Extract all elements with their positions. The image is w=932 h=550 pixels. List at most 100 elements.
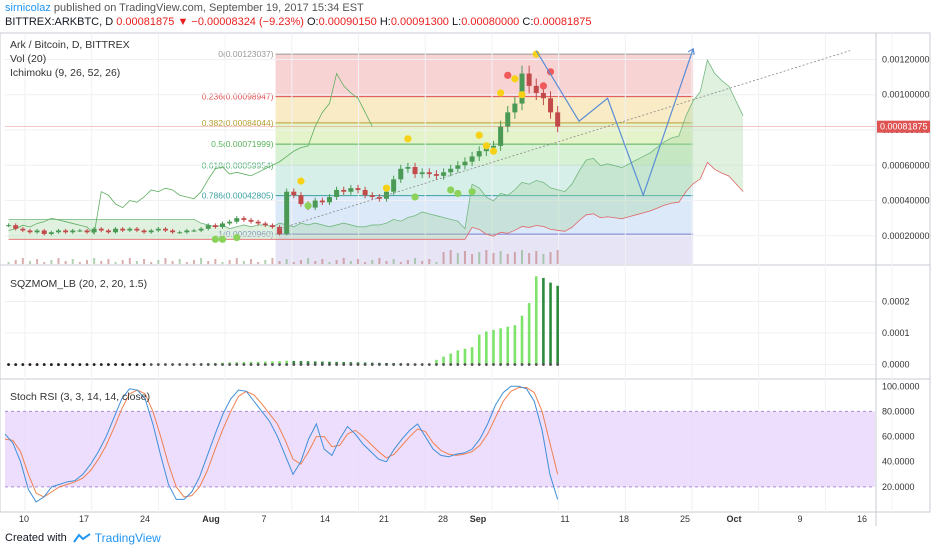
fib-level-label: 0.5(0.00071999) bbox=[211, 139, 274, 149]
volume-bar bbox=[449, 250, 452, 264]
momentum-bar bbox=[549, 282, 552, 365]
ichimoku-legend: Ichimoku (9, 26, 52, 26) bbox=[10, 67, 121, 79]
volume-bar bbox=[21, 258, 24, 264]
author-link[interactable]: sirnicolaz bbox=[5, 2, 51, 14]
tradingview-logo-icon bbox=[72, 533, 91, 543]
low-value: 0.00080000 bbox=[461, 16, 520, 28]
squeeze-dot bbox=[128, 363, 132, 366]
time-tick-label: Aug bbox=[202, 514, 220, 524]
current-price-label: 0.00081875 bbox=[880, 122, 928, 132]
squeeze-dot bbox=[164, 363, 167, 366]
open-label: O: bbox=[307, 16, 319, 28]
candle-body bbox=[191, 230, 197, 232]
momentum-bar bbox=[299, 361, 303, 365]
time-tick-label: Sep bbox=[470, 514, 487, 524]
volume-bar bbox=[221, 262, 224, 264]
squeeze-dot bbox=[556, 363, 560, 366]
candle-body bbox=[255, 221, 261, 224]
volume-bar bbox=[364, 262, 367, 264]
volume-bar bbox=[328, 262, 331, 264]
volume-bar bbox=[271, 258, 274, 264]
candle-body bbox=[476, 151, 482, 157]
candle-body bbox=[405, 167, 411, 169]
fib-level-label: 0(0.00123037) bbox=[218, 49, 273, 59]
candle-body bbox=[105, 230, 111, 233]
squeeze-dot bbox=[228, 363, 232, 366]
volume-bar bbox=[214, 259, 217, 264]
squeeze-dot bbox=[527, 363, 531, 366]
squeeze-dot bbox=[420, 363, 424, 366]
squeeze-dot bbox=[456, 363, 460, 366]
squeeze-dot bbox=[484, 363, 488, 366]
squeeze-dot bbox=[64, 363, 68, 366]
candle-body bbox=[277, 226, 283, 235]
candle-body bbox=[548, 98, 554, 113]
squeeze-dot bbox=[499, 363, 503, 366]
candle-body bbox=[13, 225, 19, 229]
volume-bar bbox=[242, 261, 245, 264]
symbol-label: BITTREX:ARKBTC, D bbox=[5, 16, 114, 28]
squeeze-dot bbox=[71, 363, 75, 366]
squeeze-dot bbox=[249, 363, 253, 366]
volume-bar bbox=[414, 258, 417, 264]
squeeze-dot bbox=[534, 363, 538, 366]
candle-body bbox=[284, 191, 290, 235]
squeeze-dot bbox=[121, 363, 125, 366]
price-tick-label: 0.00060000 bbox=[882, 160, 930, 170]
green-dot bbox=[211, 235, 219, 243]
volume-bar bbox=[121, 260, 124, 264]
yellow-dot bbox=[404, 135, 412, 143]
candle-body bbox=[519, 73, 525, 104]
candle-body bbox=[348, 188, 354, 192]
squeeze-dot bbox=[192, 363, 196, 366]
momentum-bar bbox=[271, 361, 274, 365]
stoch-tick-label: 20.0000 bbox=[882, 482, 915, 492]
fib-zone bbox=[275, 54, 694, 97]
yellow-dot bbox=[532, 50, 540, 58]
volume-bar bbox=[114, 262, 117, 264]
squeeze-dot bbox=[427, 363, 431, 366]
tradingview-brand[interactable]: TradingView bbox=[72, 531, 161, 545]
squeeze-dot bbox=[135, 363, 139, 366]
main-title: Ark / Bitcoin, D, BITTREX bbox=[10, 39, 130, 51]
vol-legend: Vol (20) bbox=[10, 53, 47, 65]
squeeze-dot bbox=[114, 363, 117, 366]
volume-bar bbox=[185, 262, 188, 264]
squeeze-dot bbox=[85, 363, 89, 366]
momentum-bar bbox=[442, 356, 445, 365]
time-tick-label: 28 bbox=[438, 514, 448, 524]
volume-bar bbox=[192, 260, 195, 264]
green-dot bbox=[468, 188, 476, 196]
candle-body bbox=[77, 230, 83, 232]
candle-body bbox=[205, 225, 211, 229]
ichimoku-lagging-line bbox=[8, 72, 373, 235]
squeeze-dot bbox=[206, 363, 210, 366]
volume-bar bbox=[542, 254, 545, 264]
squeeze-dot bbox=[107, 363, 110, 366]
green-dot bbox=[447, 186, 455, 194]
volume-bar bbox=[385, 261, 388, 264]
volume-bar bbox=[278, 261, 281, 264]
candle-body bbox=[326, 196, 332, 203]
candle-body bbox=[498, 126, 504, 146]
volume-bar bbox=[499, 251, 502, 264]
volume-bar bbox=[485, 250, 488, 264]
green-dot bbox=[411, 193, 419, 201]
momentum-bar bbox=[313, 361, 317, 365]
squeeze-dot bbox=[549, 363, 552, 366]
volume-bar bbox=[86, 260, 89, 264]
stoch-tick-label: 100.0000 bbox=[882, 381, 920, 391]
volume-bar bbox=[421, 261, 424, 264]
squeeze-dot bbox=[7, 363, 10, 366]
close-value: 0.00081875 bbox=[533, 16, 592, 28]
momentum-bar bbox=[256, 361, 260, 365]
yellow-dot bbox=[518, 91, 526, 99]
squeeze-dot bbox=[235, 363, 239, 366]
squeeze-dot bbox=[328, 363, 331, 366]
brand-name: TradingView bbox=[94, 531, 161, 545]
trading-chart[interactable]: 0(0.00123037) 0.236(0.00098947) 0.382(0.00… bbox=[0, 0, 932, 528]
candle-body bbox=[334, 189, 340, 197]
squeeze-dot bbox=[92, 363, 96, 366]
candle-body bbox=[269, 225, 275, 227]
stoch-d-line bbox=[4, 387, 559, 498]
